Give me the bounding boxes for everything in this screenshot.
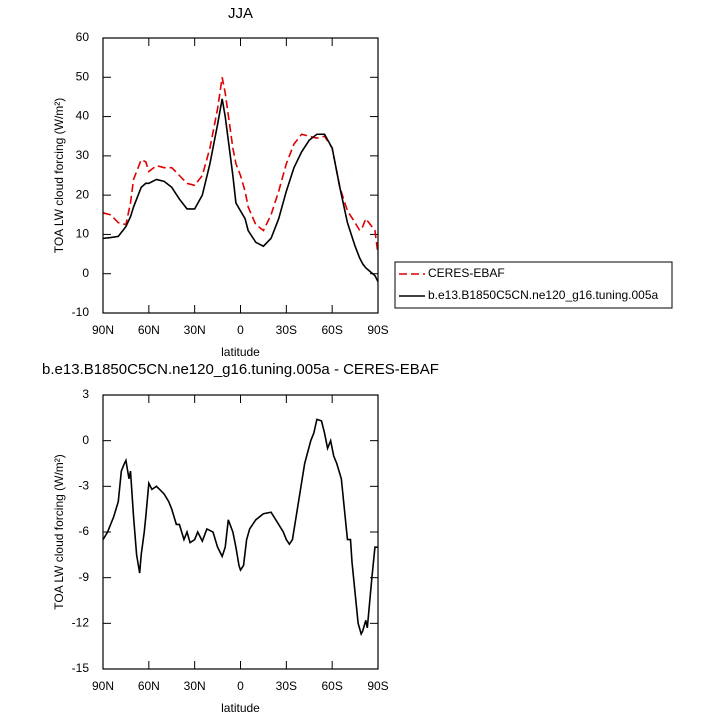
- y-axis-label: TOA LW cloud forcing (W/m²): [52, 98, 66, 254]
- y-tick-label: -15: [72, 661, 90, 675]
- x-tick-label: 60N: [138, 679, 160, 693]
- y-tick-label: 50: [76, 69, 90, 83]
- y-tick-label: -6: [78, 524, 89, 538]
- x-tick-label: 0: [237, 323, 244, 337]
- chart-title: b.e13.B1850C5CN.ne120_g16.tuning.005a - …: [42, 361, 439, 378]
- y-tick-label: 20: [76, 187, 90, 201]
- data-line: [102, 98, 379, 282]
- legend-label: CERES-EBAF: [428, 266, 505, 280]
- y-tick-label: -12: [72, 616, 90, 630]
- y-tick-label: 0: [82, 433, 89, 447]
- y-tick-label: 3: [82, 387, 89, 401]
- x-tick-label: 60N: [138, 323, 160, 337]
- chart-title: JJA: [228, 5, 253, 22]
- x-tick-label: 0: [237, 679, 244, 693]
- y-tick-label: 60: [76, 30, 90, 44]
- y-tick-label: -3: [78, 479, 89, 493]
- x-axis-label: latitude: [221, 345, 260, 359]
- x-tick-label: 90S: [367, 679, 388, 693]
- legend-label: b.e13.B1850C5CN.ne120_g16.tuning.005a: [428, 288, 659, 302]
- x-tick-label: 30N: [184, 679, 206, 693]
- x-tick-label: 30S: [276, 323, 297, 337]
- y-tick-label: -9: [78, 570, 89, 584]
- x-tick-label: 60S: [321, 323, 342, 337]
- x-tick-label: 90N: [92, 323, 114, 337]
- y-tick-label: 0: [82, 266, 89, 280]
- x-tick-label: 90S: [367, 323, 388, 337]
- x-tick-label: 30N: [184, 323, 206, 337]
- y-tick-label: -10: [72, 305, 90, 319]
- plot-frame: [102, 394, 379, 670]
- x-tick-label: 90N: [92, 679, 114, 693]
- legend-frame: [394, 261, 673, 309]
- y-tick-label: 30: [76, 148, 90, 162]
- plot-frame: [102, 37, 379, 314]
- y-tick-label: 10: [76, 227, 90, 241]
- legend: CERES-EBAF b.e13.B1850C5CN.ne120_g16.tuni…: [394, 261, 673, 309]
- y-tick-label: 40: [76, 109, 90, 123]
- data-line: [102, 418, 378, 637]
- x-axis-label: latitude: [221, 701, 260, 715]
- y-axis-label: TOA LW cloud forcing (W/m²): [52, 454, 66, 610]
- data-line: [102, 77, 379, 255]
- x-tick-label: 60S: [321, 679, 342, 693]
- x-tick-label: 30S: [276, 679, 297, 693]
